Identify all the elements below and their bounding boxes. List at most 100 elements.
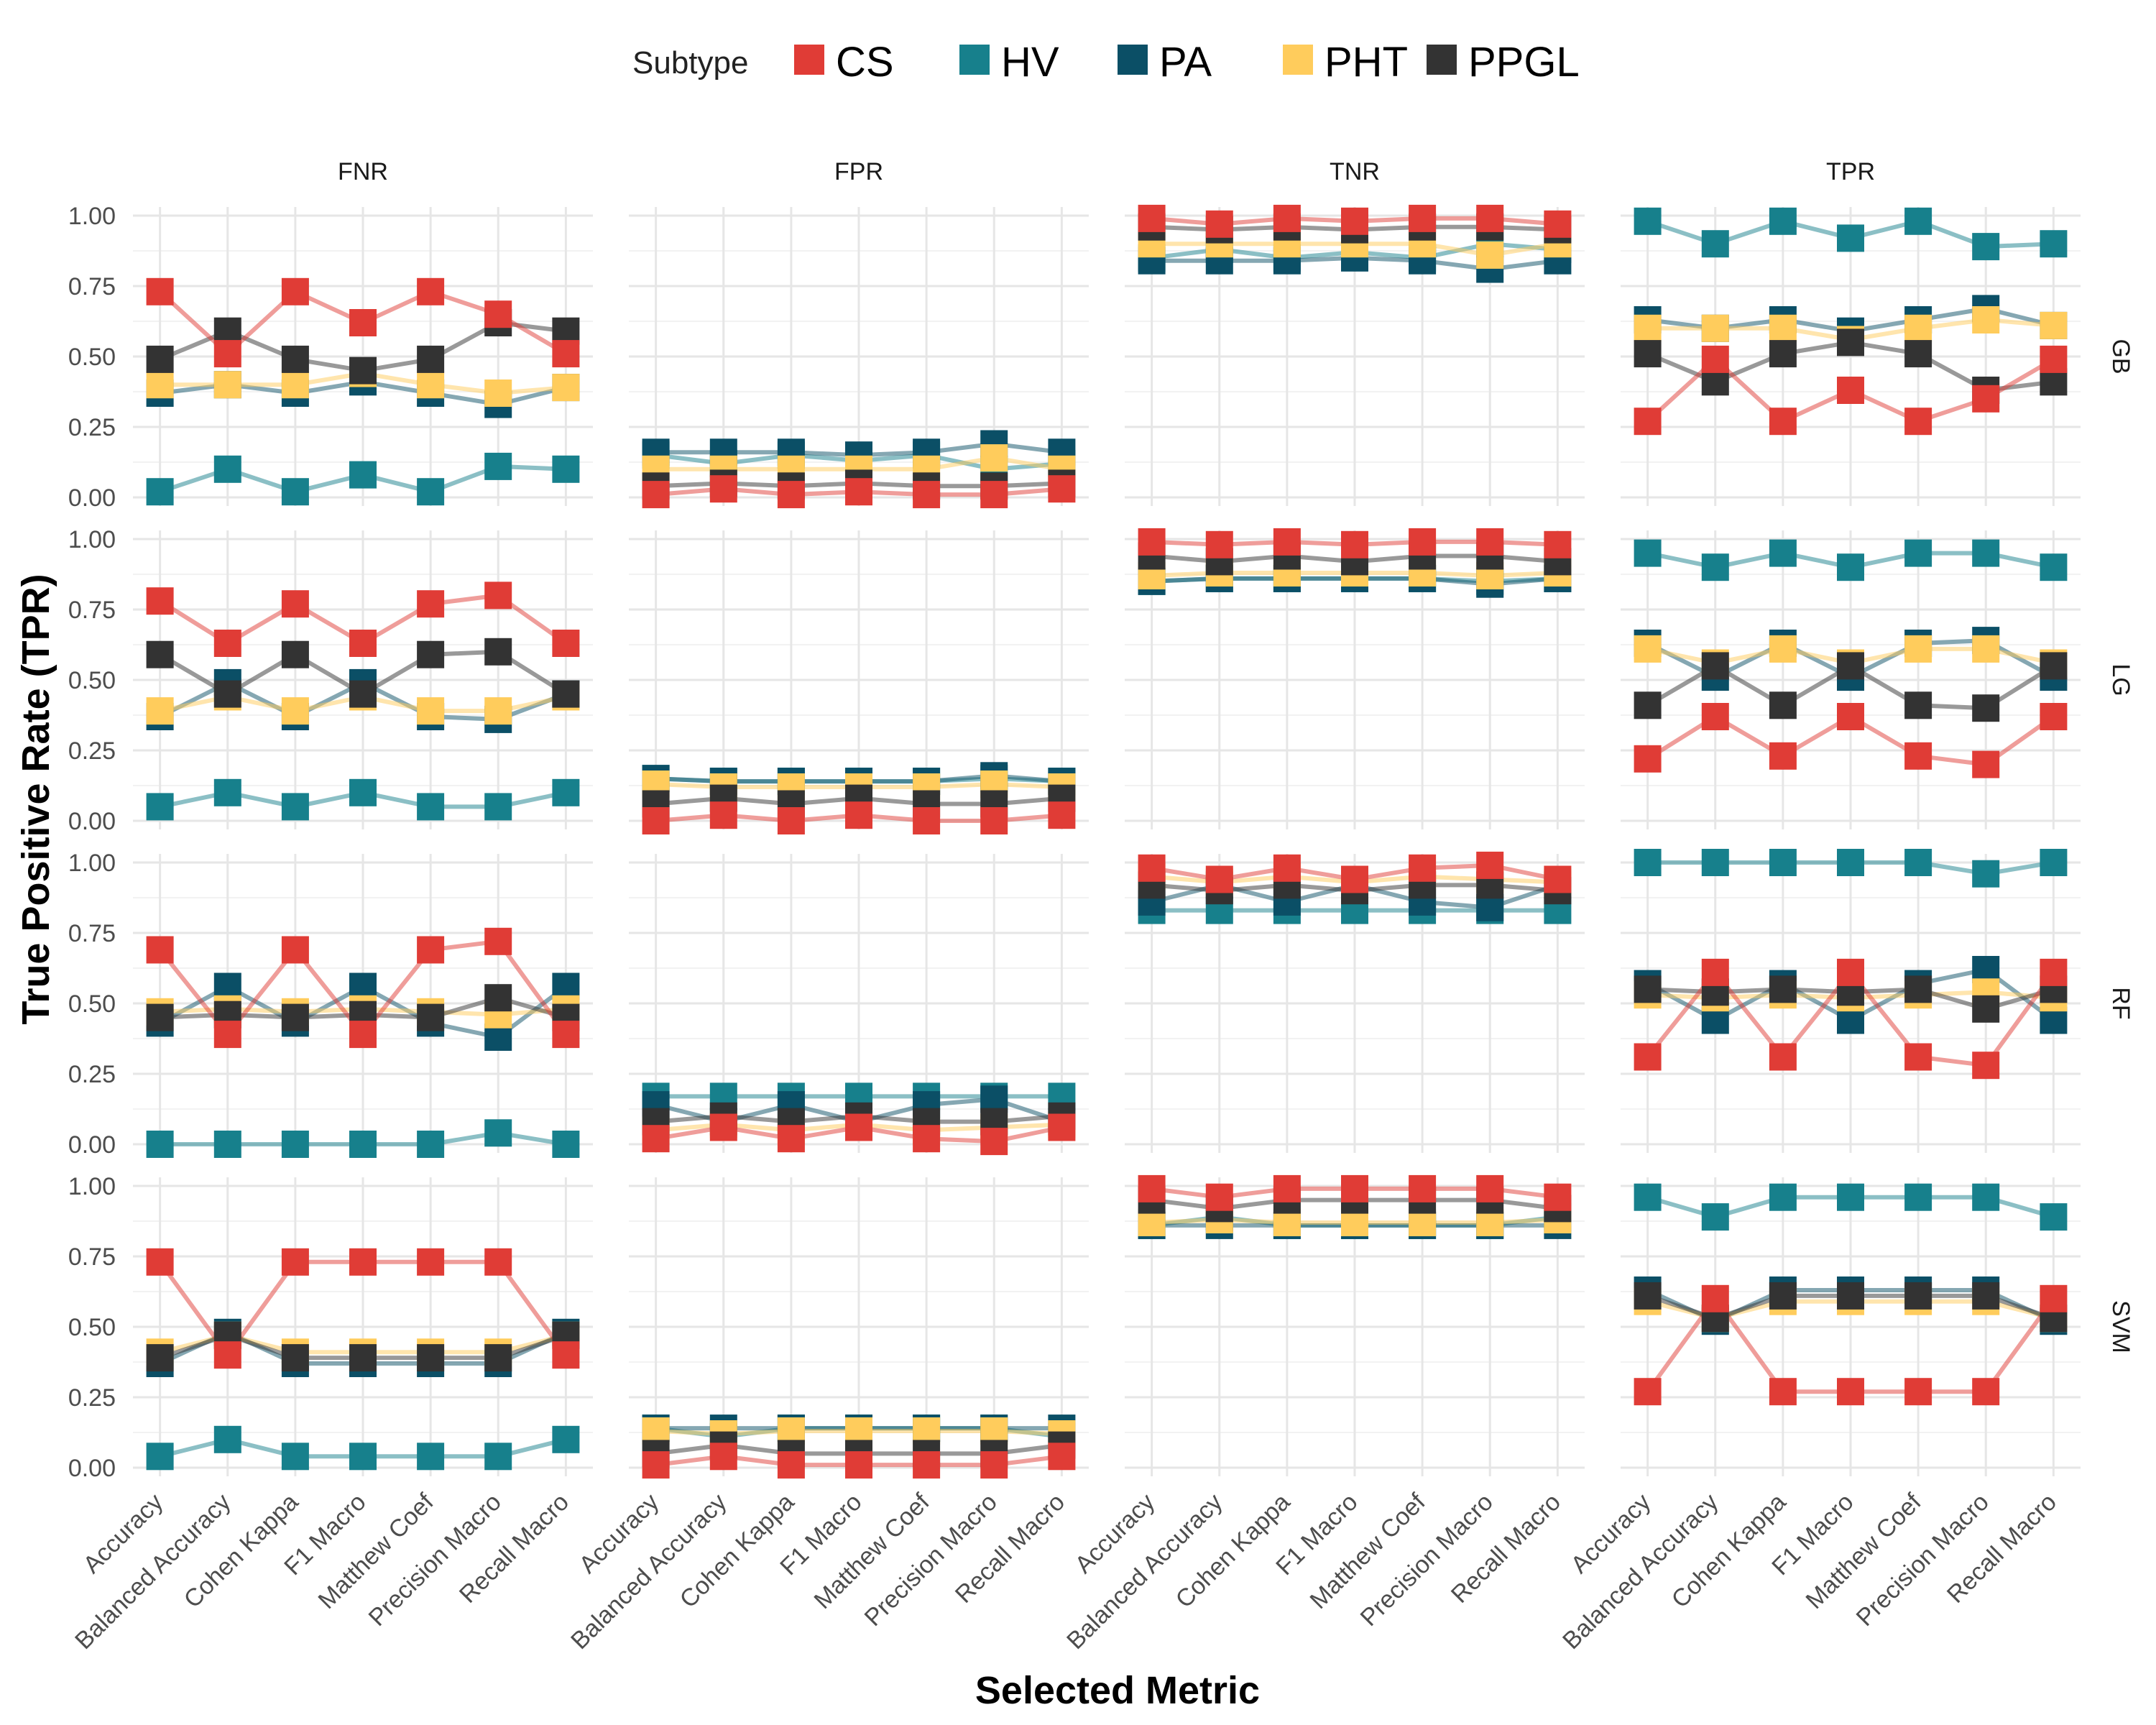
- point-cs-6: [2040, 703, 2068, 730]
- point-cs-1: [709, 1113, 737, 1141]
- point-hv-6: [2040, 230, 2068, 258]
- y-tick-label: 0.50: [68, 344, 116, 371]
- y-tick-label: 0.75: [68, 273, 116, 300]
- point-cs-2: [1769, 1378, 1797, 1406]
- point-cs-5: [1476, 851, 1504, 879]
- point-cs-5: [484, 927, 512, 955]
- point-ppgl-0: [146, 640, 174, 668]
- point-cs-6: [552, 1341, 580, 1369]
- point-cs-6: [552, 1021, 580, 1049]
- point-cs-5: [1972, 750, 2000, 778]
- point-pht-1: [213, 371, 241, 399]
- panel-svm-fnr: 0.00 0.25 0.50 0.75 1.00: [68, 1173, 593, 1482]
- point-hv-2: [281, 1131, 309, 1158]
- point-hv-0: [146, 793, 174, 821]
- point-hv-1: [213, 1425, 241, 1453]
- point-cs-4: [913, 1125, 941, 1153]
- point-cs-5: [1476, 204, 1504, 232]
- point-ppgl-5: [484, 984, 512, 1012]
- panel-lg-tnr: [1125, 528, 1585, 829]
- point-cs-0: [1138, 204, 1166, 232]
- point-cs-1: [1205, 210, 1233, 238]
- point-cs-2: [281, 1248, 309, 1276]
- y-tick-label: 1.00: [68, 203, 116, 230]
- point-hv-0: [1634, 1183, 1662, 1211]
- point-cs-3: [1341, 530, 1368, 558]
- point-cs-2: [777, 1125, 805, 1153]
- point-ppgl-2: [281, 1344, 309, 1372]
- legend-key-pa: [1118, 45, 1148, 75]
- point-cs-4: [913, 481, 941, 509]
- point-hv-6: [2040, 849, 2068, 876]
- y-tick-label: 0.50: [68, 667, 116, 694]
- point-hv-2: [1769, 1183, 1797, 1211]
- point-cs-4: [1904, 408, 1932, 436]
- point-ppgl-2: [1769, 691, 1797, 719]
- point-hv-5: [1972, 539, 2000, 567]
- row-strip-label-svm: SVM: [2107, 1300, 2134, 1353]
- point-cs-4: [1904, 742, 1932, 770]
- point-hv-5: [484, 1443, 512, 1471]
- point-cs-0: [642, 807, 670, 834]
- point-cs-5: [980, 481, 1008, 509]
- panel-rf-tnr: [1125, 851, 1585, 1153]
- point-ppgl-3: [349, 356, 377, 385]
- point-hv-4: [417, 793, 445, 821]
- point-ppgl-0: [146, 1003, 174, 1031]
- point-cs-5: [1476, 528, 1504, 556]
- y-tick-label: 0.00: [68, 484, 116, 512]
- point-cs-6: [2040, 1284, 2068, 1312]
- point-cs-5: [484, 581, 512, 610]
- point-pht-2: [1769, 314, 1797, 342]
- y-tick-label: 0.50: [68, 1314, 116, 1341]
- point-hv-3: [349, 778, 377, 806]
- point-ppgl-0: [1634, 975, 1662, 1003]
- point-cs-2: [1769, 742, 1797, 770]
- point-pht-0: [146, 371, 174, 399]
- point-ppgl-3: [1837, 328, 1864, 356]
- point-cs-4: [1409, 854, 1437, 882]
- y-tick-label: 0.00: [68, 1131, 116, 1159]
- y-tick-label: 0.25: [68, 1384, 116, 1412]
- point-cs-4: [1904, 1378, 1932, 1406]
- point-hv-0: [1634, 207, 1662, 235]
- panel-gb-fnr: 0.00 0.25 0.50 0.75 1.00: [68, 203, 593, 512]
- point-hv-2: [281, 478, 309, 506]
- point-hv-6: [2040, 1203, 2068, 1231]
- point-hv-0: [146, 1443, 174, 1471]
- point-pht-2: [281, 371, 309, 399]
- point-cs-2: [1273, 854, 1301, 882]
- point-cs-4: [913, 807, 941, 834]
- point-cs-6: [1048, 1443, 1076, 1471]
- point-hv-6: [552, 1131, 580, 1158]
- point-pht-6: [552, 374, 580, 402]
- point-cs-4: [417, 277, 445, 305]
- column-strip-label-tpr: TPR: [1826, 158, 1875, 185]
- point-hv-6: [552, 455, 580, 483]
- point-pht-2: [281, 697, 309, 725]
- point-pht-0: [1634, 314, 1662, 342]
- y-tick-label: 0.25: [68, 414, 116, 441]
- point-pht-2: [1769, 635, 1797, 663]
- column-strip-label-fpr: FPR: [834, 158, 883, 185]
- point-hv-1: [213, 1131, 241, 1158]
- point-hv-3: [349, 1131, 377, 1158]
- point-cs-2: [1769, 1043, 1797, 1071]
- point-hv-1: [1701, 849, 1729, 876]
- point-cs-2: [1273, 204, 1301, 232]
- point-cs-0: [1634, 408, 1662, 436]
- point-hv-5: [1972, 233, 2000, 261]
- point-ppgl-4: [1904, 691, 1932, 719]
- point-hv-6: [552, 778, 580, 806]
- panel-lg-tpr: [1621, 530, 2081, 829]
- point-ppgl-0: [1634, 340, 1662, 368]
- legend-label-ppgl: PPGL: [1468, 39, 1580, 86]
- point-hv-1: [213, 455, 241, 483]
- point-cs-1: [1701, 1284, 1729, 1312]
- row-strip-label-rf: RF: [2107, 987, 2134, 1019]
- point-cs-0: [1634, 1043, 1662, 1071]
- point-cs-1: [213, 340, 241, 368]
- point-ppgl-5: [1972, 995, 2000, 1023]
- point-ppgl-3: [1837, 652, 1864, 680]
- y-tick-label: 1.00: [68, 526, 116, 553]
